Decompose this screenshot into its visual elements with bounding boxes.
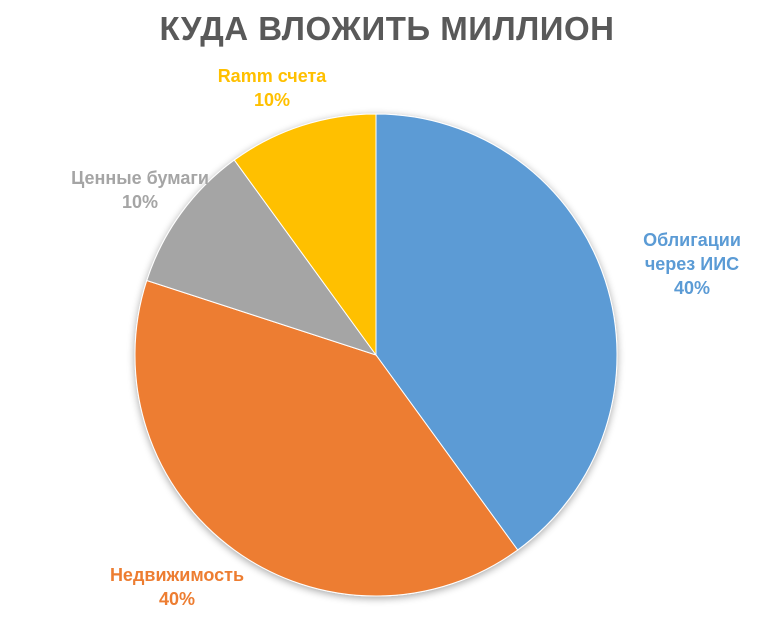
label-securities-line1: Ценные бумаги <box>71 168 209 188</box>
label-realestate-line1: Недвижимость <box>109 565 245 585</box>
label-securities-pct: 10% <box>121 192 159 212</box>
label-realestate-pct: 40% <box>158 589 196 609</box>
label-bonds: Облигации через ИИС 40% <box>612 228 772 300</box>
label-bonds-line1: Облигации <box>643 230 741 250</box>
slice-realestate <box>134 279 519 597</box>
label-ramm: Ramm счета 10% <box>192 64 352 112</box>
slice-bonds <box>375 113 618 551</box>
label-realestate: Недвижимость 40% <box>92 563 262 611</box>
slice-securities <box>146 159 378 356</box>
slice-ramm <box>233 113 377 357</box>
label-bonds-line2: через ИИС <box>644 254 740 274</box>
chart-title: КУДА ВЛОЖИТЬ МИЛЛИОН <box>159 10 615 47</box>
label-ramm-pct: 10% <box>253 90 291 110</box>
label-bonds-pct: 40% <box>673 278 711 298</box>
label-securities: Ценные бумаги 10% <box>60 166 220 214</box>
label-ramm-line1: Ramm счета <box>217 66 327 86</box>
